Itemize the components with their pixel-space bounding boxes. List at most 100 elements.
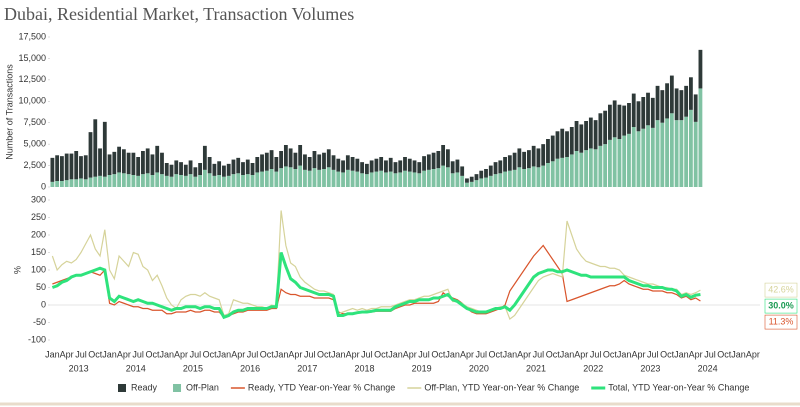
bar-segment [422, 170, 426, 187]
bar-segment [669, 113, 674, 187]
bar-segment [593, 149, 598, 187]
bar-segment [50, 157, 55, 182]
x-year-label: 2014 [126, 363, 146, 373]
bar-segment [160, 152, 164, 175]
bar-segment [560, 128, 565, 158]
bar-segment [431, 152, 436, 169]
y-tick-label: 300 [31, 194, 46, 204]
bar-segment [102, 176, 107, 187]
x-tick-label: Apr [517, 349, 531, 359]
bar-segment [150, 154, 155, 175]
bar-segment [584, 121, 588, 151]
x-tick-label: Apr [746, 349, 760, 359]
y-axis-label: Number of Transactions [4, 64, 14, 160]
bar-segment [455, 159, 460, 173]
bar-segment [517, 148, 522, 168]
bar-segment [512, 169, 517, 187]
bar-segment [98, 175, 102, 187]
bar-segment [612, 137, 617, 187]
bar-segment [88, 177, 93, 187]
bar-segment [693, 94, 698, 122]
bar-segment [322, 152, 326, 169]
bar-segment [83, 155, 88, 180]
bar-segment [617, 139, 622, 187]
bar-segment [507, 170, 512, 187]
x-year-label: 2015 [183, 363, 203, 373]
x-tick-label: Jul [132, 349, 144, 359]
y-tick-label: 0 [41, 299, 46, 309]
bar-segment [441, 165, 446, 187]
bar-segment [588, 148, 593, 187]
x-tick-label: Apr [288, 349, 302, 359]
bar-segment [374, 158, 379, 172]
bar-segment [450, 173, 455, 187]
bar-segment [550, 161, 555, 187]
bar-segment [126, 174, 131, 187]
bar-segment [293, 169, 298, 187]
bar-segment [655, 120, 660, 187]
bar-segment [360, 162, 365, 174]
bar-segment [298, 145, 303, 166]
x-tick-label: Jul [190, 349, 202, 359]
x-tick-label: Oct [660, 349, 675, 359]
x-tick-label: Apr [403, 349, 417, 359]
bar-segment [236, 173, 241, 187]
y-tick-label: 250 [31, 212, 46, 222]
bar-segment [155, 172, 160, 187]
bar-segment [112, 151, 117, 175]
bar-segment [679, 90, 684, 121]
bar-segment [174, 174, 179, 187]
bar-segment [541, 165, 546, 187]
bar-segment [636, 131, 641, 187]
bar-segment [546, 139, 550, 163]
bar-segment [326, 167, 331, 187]
y-tick-label: 7,500 [23, 117, 46, 127]
y-tick-label: 200 [31, 229, 46, 239]
bar-segment [484, 169, 488, 178]
bar-segment [260, 154, 264, 172]
x-tick-label: Oct [260, 349, 275, 359]
bar-segment [603, 144, 608, 187]
bar-segment [493, 174, 498, 187]
x-tick-label: Jul [418, 349, 430, 359]
legend-label: Ready [131, 382, 158, 392]
bar-segment [79, 178, 83, 187]
bar-segment [60, 156, 64, 181]
x-tick-label: Jul [247, 349, 259, 359]
bar-segment [207, 157, 212, 174]
x-year-label: 2013 [69, 363, 89, 373]
end-label: 30.0% [768, 300, 794, 310]
end-label-box [764, 298, 798, 314]
x-tick-label: Apr [689, 349, 703, 359]
bar-segment [83, 179, 88, 187]
legend-label: Total, YTD Year-on-Year % Change [608, 382, 749, 392]
bar-segment [412, 172, 417, 187]
bar-segment [355, 171, 360, 187]
bar-segment [474, 180, 479, 187]
bar-segment [679, 120, 684, 187]
bar-segment [507, 155, 512, 171]
bar-segment [674, 120, 679, 187]
bar-segment [579, 124, 584, 153]
bar-segment [322, 169, 326, 187]
y-tick-label: -100 [28, 334, 46, 344]
bar-segment [550, 135, 555, 162]
bar-segment [355, 158, 360, 172]
bar-segment [465, 182, 469, 187]
x-tick-label: Jan [217, 349, 232, 359]
legend-label: Off-Plan, YTD Year-on-Year % Change [424, 382, 579, 392]
bar-segment [655, 85, 660, 121]
bar-segment [479, 178, 484, 187]
bar-segment [231, 159, 236, 175]
bar-segment [274, 157, 279, 172]
bar-segment [307, 170, 312, 187]
bar-segment [331, 169, 336, 187]
bar-segment [555, 158, 560, 187]
bar-segment [393, 162, 398, 174]
bar-segment [69, 153, 74, 180]
bar-segment [360, 173, 365, 187]
bar-segment [164, 163, 169, 176]
x-tick-label: Jan [45, 349, 60, 359]
legend-swatch [118, 384, 126, 392]
bar-segment [326, 149, 331, 168]
